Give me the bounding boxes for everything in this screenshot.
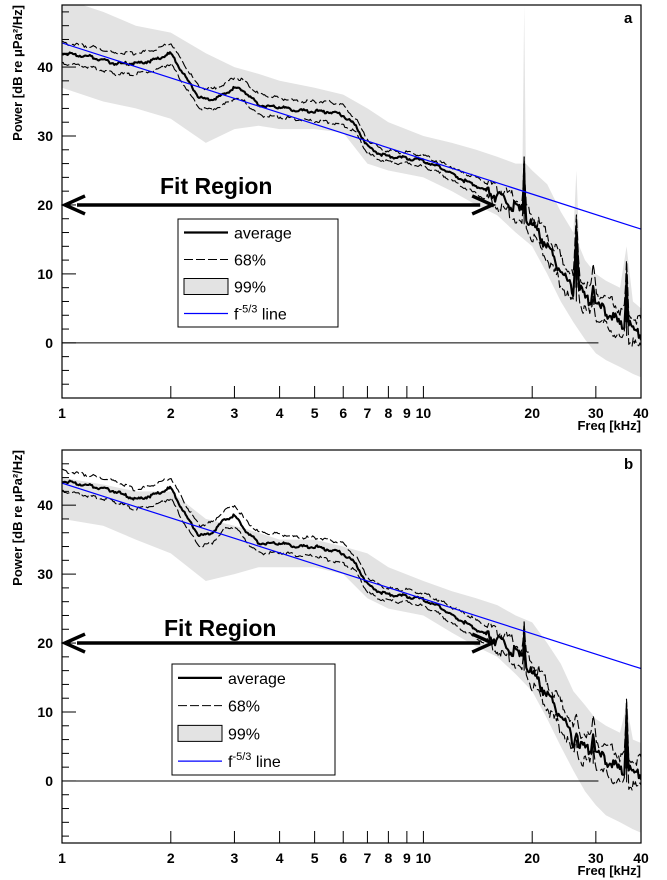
y-tick-label: 10	[37, 704, 53, 720]
fit-region-label: Fit Region	[160, 173, 272, 199]
legend-label: 99%	[234, 280, 266, 297]
legend-swatch-99	[177, 724, 223, 742]
fit-region-arrow-right-head	[471, 194, 497, 216]
y-tick-label: 10	[37, 266, 53, 282]
band-99-percent	[62, 477, 641, 833]
line-68-percent-lower	[62, 489, 641, 791]
legend: average 68% 99% f-5/3 line	[171, 663, 336, 776]
x-tick-label: 8	[384, 405, 392, 421]
x-tick-label: 3	[231, 405, 239, 421]
legend-label: 68%	[228, 699, 260, 716]
y-tick-label: 40	[37, 59, 53, 75]
legend-label: 99%	[228, 726, 260, 743]
x-tick-label: 4	[276, 405, 284, 421]
line-68-percent-upper	[62, 468, 641, 766]
legend-box	[171, 663, 336, 776]
legend-label-prefix: f	[234, 307, 239, 324]
x-tick-label: 2	[167, 850, 175, 866]
legend-label-prefix: f	[228, 754, 233, 771]
x-tick-label: 1	[58, 405, 66, 421]
legend-label-superscript: -5/3	[232, 751, 251, 763]
x-tick-label: 10	[416, 405, 432, 421]
band-99-percent	[62, 5, 641, 378]
legend-label: f-5/3 line	[234, 304, 287, 324]
x-tick-label: 7	[364, 850, 372, 866]
line-average	[62, 51, 641, 341]
x-tick-label: 20	[524, 405, 540, 421]
legend: average 68% 99% f-5/3 line	[177, 218, 339, 328]
legend-label-suffix: line	[257, 307, 286, 324]
x-tick-label: 7	[364, 405, 372, 421]
fit-region-arrow-right-head	[471, 632, 497, 654]
y-tick-label: 20	[37, 635, 53, 651]
y-tick-label: 30	[37, 566, 53, 582]
x-tick-label: 20	[524, 850, 540, 866]
legend-label-suffix: line	[251, 754, 280, 771]
x-tick-label: 9	[403, 405, 411, 421]
plot-frame	[61, 4, 642, 399]
x-tick-label: 3	[231, 850, 239, 866]
x-tick-label: 30	[588, 850, 604, 866]
x-tick-label: 6	[339, 405, 347, 421]
y-tick-label: 40	[37, 497, 53, 513]
x-tick-label: 4	[276, 850, 284, 866]
legend-label: average	[228, 671, 286, 688]
x-tick-label: 1	[58, 850, 66, 866]
y-tick-label: 30	[37, 128, 53, 144]
x-tick-label: 9	[403, 850, 411, 866]
legend-label: 68%	[234, 253, 266, 270]
legend-label: average	[234, 226, 292, 243]
y-tick-label: 0	[45, 773, 53, 789]
line-68-percent-lower	[62, 61, 641, 347]
fit-region-label: Fit Region	[164, 615, 276, 641]
legend-box	[177, 218, 339, 328]
x-tick-label: 2	[167, 405, 175, 421]
panel-label: b	[624, 456, 633, 473]
x-tick-label: 5	[311, 850, 319, 866]
x-tick-label: 30	[588, 405, 604, 421]
x-tick-label: 40	[633, 850, 649, 866]
plot-frame	[61, 449, 642, 844]
x-tick-label: 40	[633, 405, 649, 421]
legend-swatch-99	[183, 278, 229, 295]
panel-label: a	[624, 10, 633, 27]
y-axis-title: Power [dB re μPa²/Hz]	[10, 450, 25, 586]
x-tick-label: 5	[311, 405, 319, 421]
y-tick-label: 20	[37, 197, 53, 213]
legend-label: f-5/3 line	[228, 751, 281, 771]
legend-label-superscript: -5/3	[238, 304, 257, 316]
line-68-percent-upper	[62, 40, 641, 325]
line-average	[62, 479, 641, 780]
x-axis-title: Freq [kHz]	[577, 863, 641, 878]
fit-line-f-5-3	[62, 42, 641, 230]
fit-line-f-5-3	[62, 482, 641, 670]
x-tick-label: 8	[384, 850, 392, 866]
x-axis-title: Freq [kHz]	[577, 418, 641, 433]
y-tick-label: 0	[45, 335, 53, 351]
x-tick-label: 10	[416, 850, 432, 866]
x-tick-label: 6	[339, 850, 347, 866]
y-axis-title: Power [dB re μPa²/Hz]	[10, 5, 25, 141]
